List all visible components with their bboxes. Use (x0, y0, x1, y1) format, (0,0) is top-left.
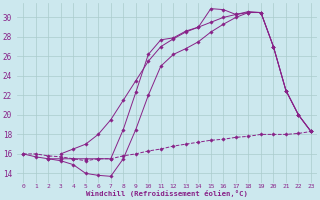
X-axis label: Windchill (Refroidissement éolien,°C): Windchill (Refroidissement éolien,°C) (86, 190, 248, 197)
